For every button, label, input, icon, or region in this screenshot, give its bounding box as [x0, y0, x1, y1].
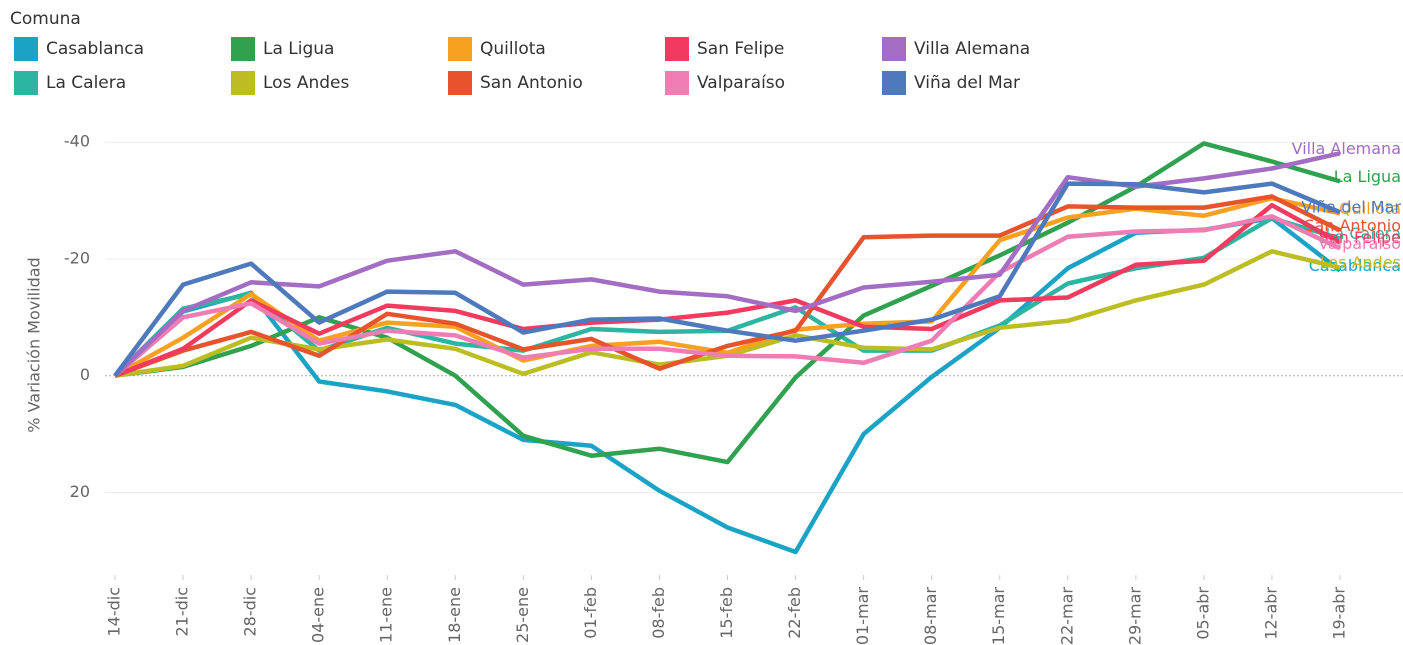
legend-label: Valparaíso	[697, 73, 785, 93]
legend-swatch	[14, 37, 38, 61]
legend-label: Viña del Mar	[914, 73, 1020, 93]
series-line	[114, 202, 1342, 378]
legend-title: Comuna	[10, 9, 81, 29]
x-tick-label: 29-mar	[1125, 587, 1144, 645]
x-tick-label: 12-abr	[1261, 587, 1280, 640]
end-label: La Calera	[1326, 224, 1401, 243]
x-tick-label: 14-dic	[105, 587, 124, 637]
x-tick-label: 28-dic	[241, 587, 260, 637]
x-tick-label: 08-feb	[649, 587, 668, 639]
legend-label: San Felipe	[697, 39, 784, 59]
legend-label: Casablanca	[46, 39, 144, 59]
x-tick-label: 04-ene	[309, 587, 328, 643]
y-axis-label: % Variación Movilidad	[25, 257, 44, 432]
y-tick-label: 20	[70, 482, 90, 501]
x-tick-label: 22-mar	[1057, 587, 1076, 645]
legend-swatch	[882, 71, 906, 95]
series-line	[113, 181, 1341, 378]
end-label: San Antonio	[1304, 216, 1401, 235]
series-line	[113, 151, 1341, 378]
end-label: Villa Alemana	[1292, 139, 1401, 158]
end-label: Casablanca	[1309, 256, 1401, 275]
x-tick-label: 25-ene	[513, 587, 532, 643]
x-tick-label: 08-mar	[921, 587, 940, 645]
x-tick-label: 01-feb	[581, 587, 600, 639]
x-tick-label: 21-dic	[173, 587, 192, 637]
x-tick-label: 22-feb	[785, 587, 804, 639]
legend-label: La Ligua	[263, 39, 334, 59]
series-line	[113, 214, 1341, 378]
x-tick-label: 15-mar	[989, 587, 1008, 645]
x-tick-label: 15-feb	[717, 587, 736, 639]
legend-swatch	[665, 71, 689, 95]
legend-swatch	[231, 71, 255, 95]
end-label: Quillota	[1339, 199, 1401, 218]
legend-label: La Calera	[46, 73, 126, 93]
x-tick-label: 05-abr	[1193, 587, 1212, 640]
y-tick-label: -40	[64, 132, 90, 151]
end-label: Valparaíso	[1318, 234, 1401, 253]
end-label: Viña del Mar	[1301, 198, 1401, 217]
legend-swatch	[665, 37, 689, 61]
x-tick-label: 19-abr	[1330, 587, 1349, 640]
end-label: La Ligua	[1334, 167, 1401, 186]
end-label: Los Andes	[1320, 253, 1401, 272]
legend-swatch	[448, 71, 472, 95]
legend-label: Quillota	[480, 39, 546, 59]
y-tick-label: 0	[80, 365, 90, 384]
legend-swatch	[882, 37, 906, 61]
legend-label: San Antonio	[480, 73, 583, 93]
series-line	[113, 215, 1342, 555]
legend-swatch	[14, 71, 38, 95]
legend-label: Los Andes	[263, 73, 349, 93]
x-tick-label: 18-ene	[445, 587, 464, 643]
y-tick-label: -20	[64, 248, 90, 267]
series-line	[114, 194, 1342, 378]
legend-swatch	[231, 37, 255, 61]
end-label: San Felipe	[1319, 228, 1401, 247]
x-tick-label: 01-mar	[853, 587, 872, 645]
legend-swatch	[448, 37, 472, 61]
legend-label: Villa Alemana	[914, 39, 1030, 59]
x-tick-label: 11-ene	[377, 587, 396, 643]
